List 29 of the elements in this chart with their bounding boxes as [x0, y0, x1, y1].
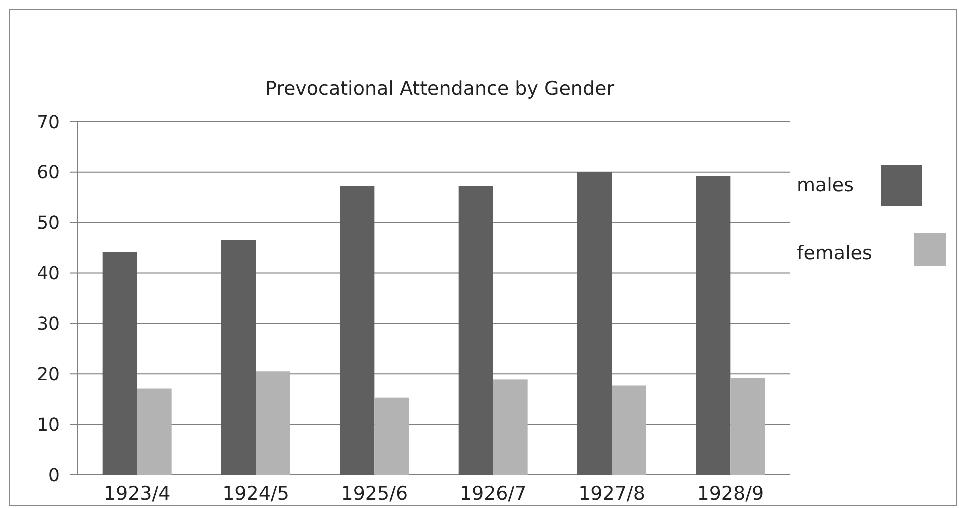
- x-tick-label: 1928/9: [697, 483, 764, 505]
- bar: [578, 172, 612, 475]
- y-tick-label: 40: [37, 264, 60, 285]
- bar: [374, 398, 410, 475]
- y-tick-label: 50: [37, 213, 60, 234]
- bar: [612, 386, 646, 475]
- bar: [222, 240, 256, 475]
- bar: [696, 176, 731, 475]
- y-tick-label: 30: [37, 314, 60, 336]
- y-tick-label: 0: [48, 465, 60, 486]
- bar: [256, 372, 290, 475]
- x-tick-label: 1926/7: [460, 483, 527, 505]
- y-tick-label: 60: [37, 162, 60, 184]
- legend-label: females: [797, 242, 872, 265]
- y-tick-label: 10: [37, 414, 60, 436]
- bar: [102, 252, 138, 475]
- bar: [137, 388, 172, 475]
- x-tick-label: 1923/4: [104, 483, 171, 505]
- y-tick-label: 20: [37, 364, 60, 386]
- x-tick-label: 1924/5: [222, 483, 290, 505]
- y-tick-label: 70: [37, 112, 60, 134]
- bar: [458, 186, 494, 475]
- x-tick-label: 1927/8: [578, 483, 646, 505]
- legend-label: males: [797, 174, 854, 197]
- bar: [730, 378, 766, 475]
- bar: [493, 380, 528, 475]
- bar: [340, 186, 375, 475]
- x-tick-label: 1925/6: [341, 483, 408, 505]
- chart-title: Prevocational Attendance by Gender: [265, 78, 615, 100]
